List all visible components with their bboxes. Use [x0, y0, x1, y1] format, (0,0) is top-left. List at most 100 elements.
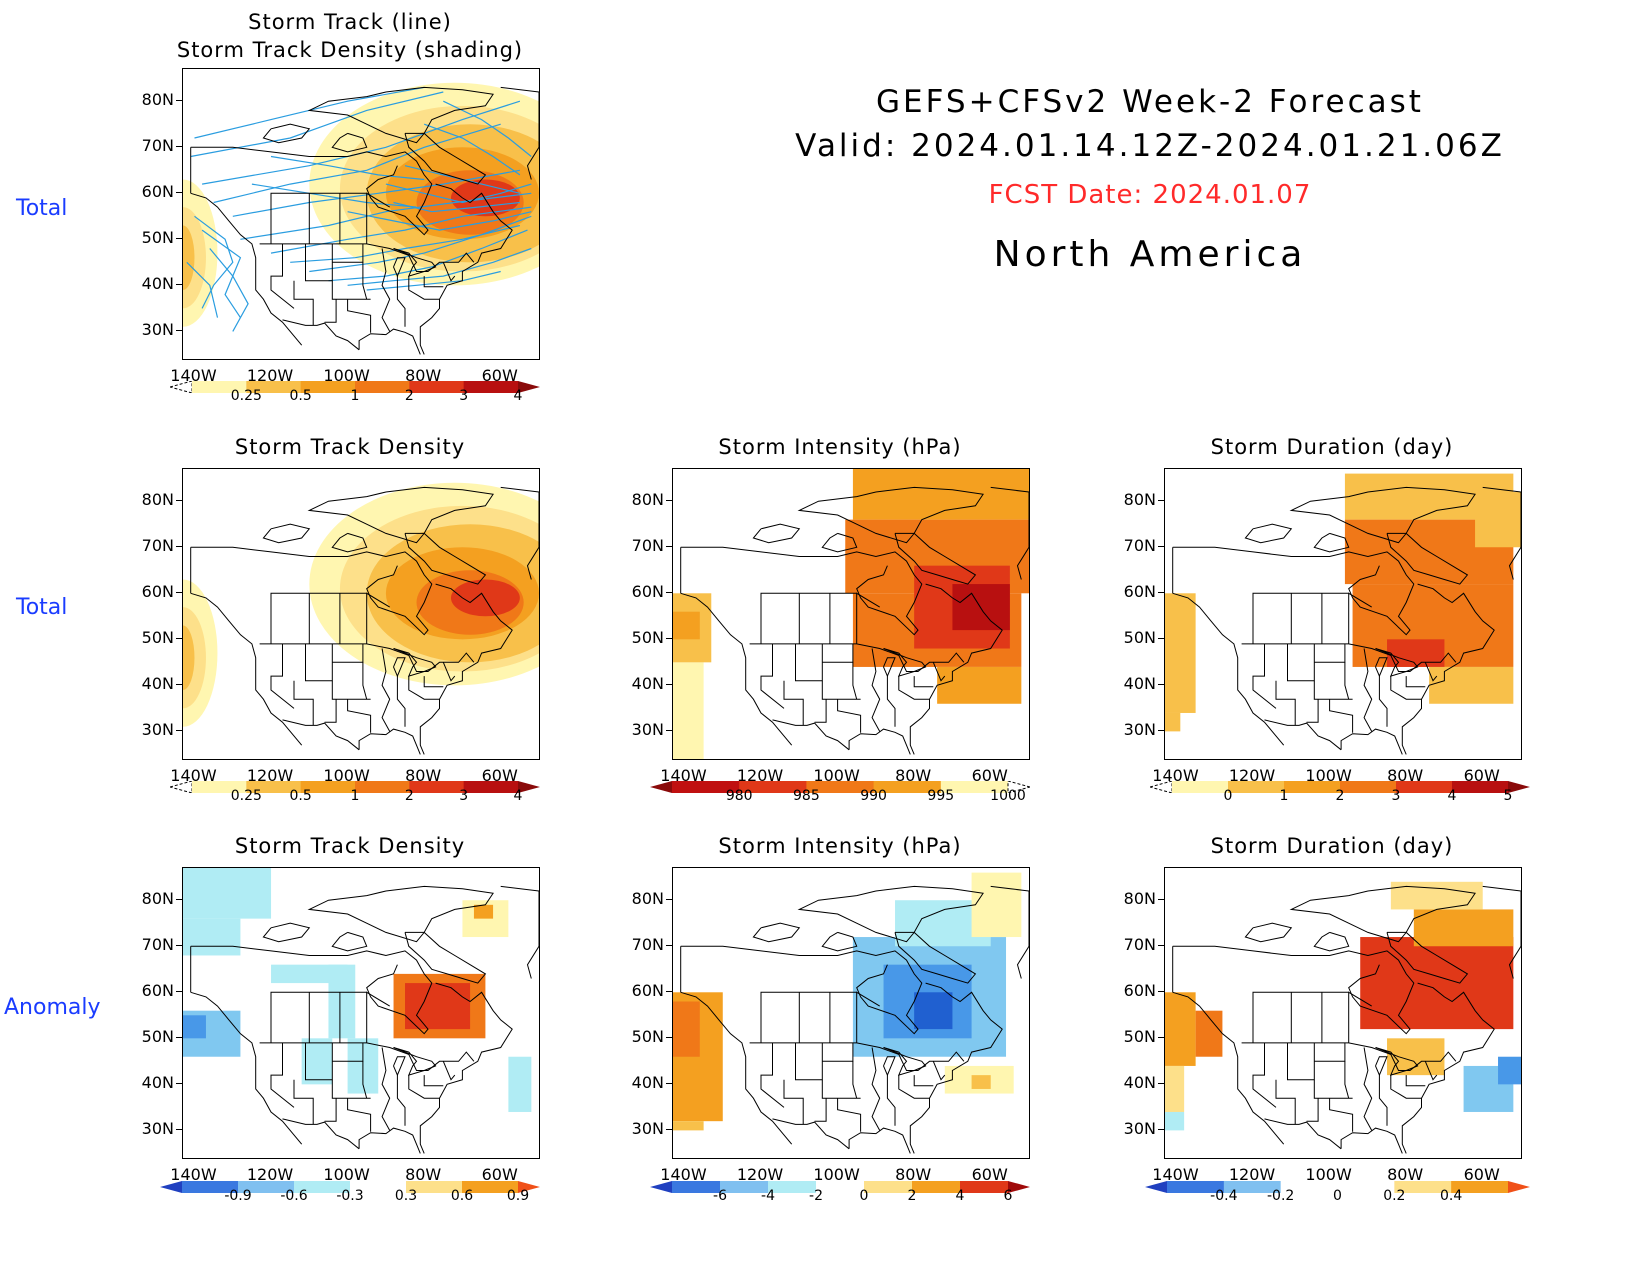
- map-outline: [760, 991, 857, 1043]
- shading-region: [1165, 712, 1181, 732]
- lon-tick-label: 60W: [481, 766, 518, 785]
- lon-tick-label: 80W: [895, 1165, 932, 1184]
- panel1-colorbar: 0.25 0.5 1 2 3 4: [168, 378, 540, 418]
- map-outline: [262, 922, 311, 943]
- lat-tick-label: 50N: [631, 1027, 664, 1047]
- lat-tick-label: 80N: [141, 90, 174, 110]
- panel1-title-line1: Storm Track (line): [248, 10, 452, 34]
- lat-tick-mark: [1158, 730, 1164, 732]
- colorbar-segment: [1284, 781, 1341, 793]
- row-label-total-2: Total: [16, 595, 68, 620]
- shading-region: [405, 983, 471, 1030]
- colorbar-label: 990: [860, 788, 887, 804]
- lat-tick-mark: [176, 238, 182, 240]
- colorbar-segment: [816, 1181, 865, 1193]
- colorbar-segment: [1337, 1181, 1395, 1193]
- colorbar-segment: [463, 781, 519, 793]
- colorbar-label: 0: [1223, 788, 1233, 804]
- shading-region: [1165, 1065, 1185, 1112]
- map-outline: [852, 662, 858, 700]
- shading-region: [971, 872, 1022, 938]
- map-outline: [396, 1075, 406, 1126]
- map-outline: [797, 486, 984, 544]
- map-outline: [1241, 643, 1457, 672]
- map-outline: [894, 532, 977, 585]
- lat-tick-label: 60N: [141, 182, 174, 202]
- map-outline: [1424, 1061, 1438, 1081]
- lon-tick-label: 140W: [660, 1165, 707, 1184]
- map-outline: [358, 328, 421, 355]
- colorbar-label: 0.3: [394, 1188, 418, 1204]
- map-outline: [331, 532, 368, 553]
- map-outline: [913, 676, 934, 688]
- map-outline: [772, 1118, 850, 1150]
- map-outline: [423, 276, 444, 288]
- lon-tick-label: 120W: [246, 766, 294, 785]
- map-outline: [1275, 680, 1296, 726]
- colorbar-label: -6: [713, 1188, 727, 1204]
- colorbar-label: 4: [1447, 788, 1457, 804]
- shading-region: [183, 1015, 206, 1039]
- lat-tick-label: 70N: [631, 935, 664, 955]
- map-outline: [856, 991, 880, 1043]
- map-outline: [1287, 643, 1315, 682]
- lat-tick-label: 40N: [141, 674, 174, 694]
- colorbar-segment: [300, 781, 356, 793]
- shading-region: [508, 1056, 532, 1112]
- colorbar-segment: [650, 1181, 672, 1193]
- row-label-anomaly: Anomaly: [4, 995, 101, 1020]
- lat-tick-mark: [1158, 500, 1164, 502]
- map-outline: [680, 546, 923, 636]
- map-outline: [408, 676, 440, 700]
- map-outline: [856, 592, 880, 644]
- colorbar-label: 0.6: [450, 1188, 474, 1204]
- lat-tick-label: 80N: [141, 490, 174, 510]
- shading-region: [952, 584, 1010, 631]
- lat-tick-mark: [666, 684, 672, 686]
- lat-tick-mark: [176, 146, 182, 148]
- map-outline: [331, 280, 371, 300]
- lat-tick-mark: [176, 1037, 182, 1039]
- lat-tick-mark: [176, 284, 182, 286]
- region-name: North America: [993, 234, 1307, 275]
- map-outline: [324, 299, 337, 323]
- map-outline: [190, 146, 433, 236]
- lat-tick-label: 60N: [631, 582, 664, 602]
- lon-tick-label: 100W: [323, 1165, 370, 1184]
- lat-tick-label: 60N: [141, 981, 174, 1001]
- fcst-date: FCST Date: 2024.01.07: [988, 180, 1312, 210]
- colorbar-segment: [1145, 1181, 1167, 1193]
- map-outline: [1401, 583, 1495, 755]
- map-outline: [1244, 922, 1293, 943]
- storm-track-line: [443, 100, 532, 157]
- map-outline: [270, 991, 367, 1043]
- map-outline: [332, 243, 364, 263]
- shading-region: [183, 918, 241, 956]
- map-outline: [909, 982, 1003, 1154]
- map-outline: [393, 648, 437, 677]
- map-outline: [1306, 699, 1319, 723]
- map-outline: [270, 592, 367, 644]
- lat-tick-mark: [666, 500, 672, 502]
- map-outline: [680, 592, 793, 746]
- map-outline: [1264, 1118, 1342, 1150]
- map-outline: [347, 699, 372, 733]
- map-outline: [680, 945, 923, 1035]
- map-outline: [1289, 885, 1476, 943]
- map-outline: [1363, 1047, 1373, 1131]
- map-outline: [423, 1075, 444, 1087]
- map-outline: [362, 662, 368, 700]
- map-outline: [1340, 728, 1403, 755]
- map-outline: [932, 1061, 946, 1081]
- map-outline: [1329, 1098, 1354, 1132]
- colorbar-label: 1: [350, 788, 360, 804]
- colorbar-segment: [672, 781, 740, 793]
- colorbar-label: 1: [350, 388, 360, 404]
- panel3-colorbar: 980 985 990 995 1000: [650, 778, 1032, 818]
- panel4-colorbar: 0 1 2 3 4 5: [1148, 778, 1530, 818]
- map-outline: [1252, 991, 1349, 1043]
- lon-tick-label: 60W: [481, 366, 518, 385]
- lat-tick-mark: [176, 899, 182, 901]
- map-outline: [393, 1056, 406, 1077]
- map-outline: [1306, 1098, 1319, 1122]
